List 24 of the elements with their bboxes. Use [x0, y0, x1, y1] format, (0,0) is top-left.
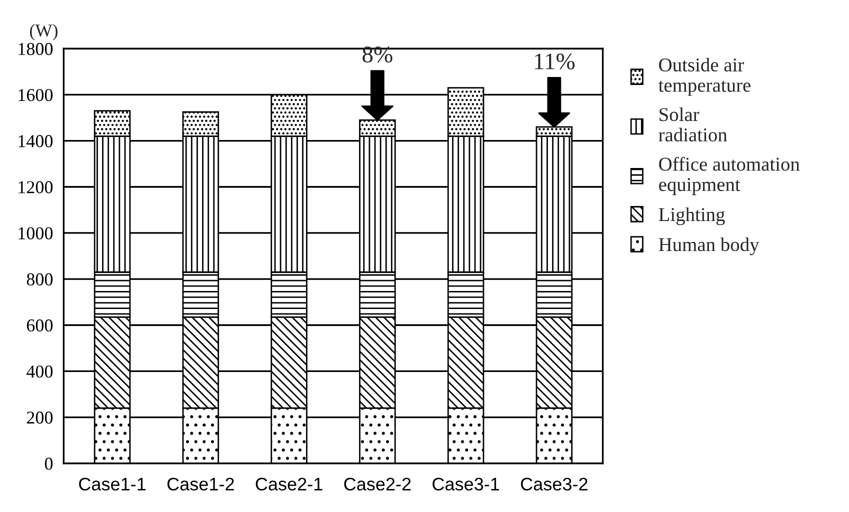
- y-tick-label: 1600: [18, 88, 53, 102]
- x-tick-label: Case2-1: [256, 478, 322, 491]
- legend-label: Office automation equipment: [659, 156, 800, 196]
- y-tick-label: 800: [26, 273, 53, 286]
- legend-label: Human body: [658, 238, 760, 256]
- y-tick-label: 1200: [18, 181, 53, 194]
- y-tick-label: 400: [26, 365, 53, 378]
- y-tick-label: 1800: [18, 42, 53, 56]
- x-tick-label: Case1-1: [79, 478, 146, 491]
- annotation: 8%: [362, 46, 392, 63]
- x-tick-label: Case1-2: [167, 478, 234, 491]
- legend-label: Lighting: [658, 207, 725, 226]
- x-tick-label: Case3-1: [432, 478, 500, 491]
- annotation: 11%: [535, 53, 575, 70]
- y-axis-title: (W): [30, 24, 58, 40]
- y-tick-label: 600: [26, 319, 53, 332]
- legend-label: Solar radiation: [658, 107, 728, 142]
- legend-label: Outside air temperature: [658, 58, 750, 96]
- y-tick-label: 0: [44, 458, 53, 470]
- y-tick-label: 1000: [18, 227, 53, 240]
- x-tick-label: Case3-2: [520, 478, 588, 491]
- y-tick-label: 1400: [18, 135, 53, 148]
- y-tick-label: 200: [26, 412, 53, 424]
- x-tick-label: Case2-2: [344, 478, 411, 491]
